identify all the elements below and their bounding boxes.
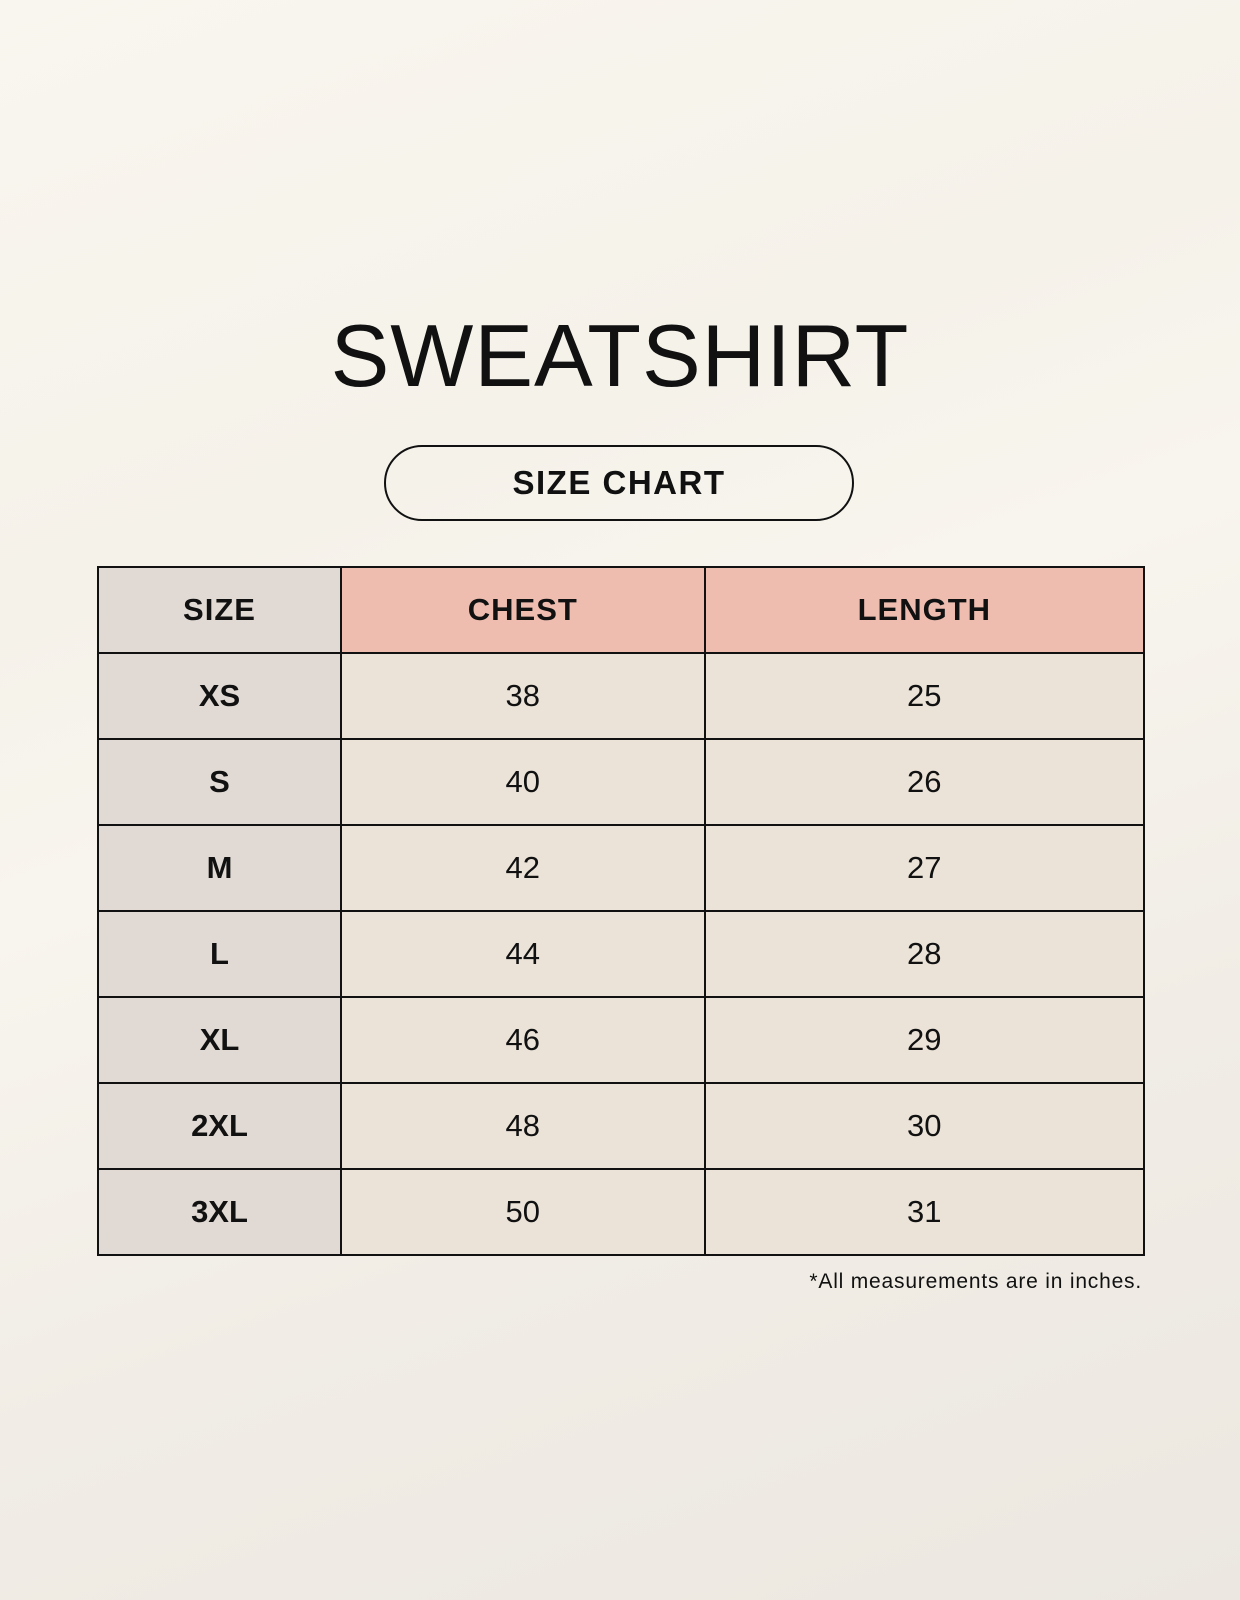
size-cell: 2XL xyxy=(97,1082,342,1170)
length-cell: 25 xyxy=(703,652,1146,740)
table-row: XS 38 25 xyxy=(97,652,1146,740)
size-cell: M xyxy=(97,824,342,912)
footnote: *All measurements are in inches. xyxy=(809,1270,1142,1293)
table-row: L 44 28 xyxy=(97,910,1146,998)
table-header-row: SIZE CHEST LENGTH xyxy=(97,566,1146,654)
column-header-chest: CHEST xyxy=(340,566,706,654)
table-row: 2XL 48 30 xyxy=(97,1082,1146,1170)
length-cell: 31 xyxy=(703,1168,1146,1256)
size-cell: 3XL xyxy=(97,1168,342,1256)
table-row: S 40 26 xyxy=(97,738,1146,826)
size-cell: XS xyxy=(97,652,342,740)
chest-cell: 50 xyxy=(340,1168,706,1256)
size-table: SIZE CHEST LENGTH XS 38 25 S 40 26 M 42 27 L 44 28 XL 4… xyxy=(97,566,1146,1256)
size-cell: S xyxy=(97,738,342,826)
chest-cell: 38 xyxy=(340,652,706,740)
chest-cell: 40 xyxy=(340,738,706,826)
column-header-size: SIZE xyxy=(97,566,342,654)
length-cell: 30 xyxy=(703,1082,1146,1170)
size-chart-badge: SIZE CHART xyxy=(384,445,854,521)
length-cell: 26 xyxy=(703,738,1146,826)
chest-cell: 46 xyxy=(340,996,706,1084)
chest-cell: 48 xyxy=(340,1082,706,1170)
length-cell: 28 xyxy=(703,910,1146,998)
table-row: 3XL 50 31 xyxy=(97,1168,1146,1256)
page-title: SWEATSHIRT xyxy=(330,306,910,405)
size-cell: XL xyxy=(97,996,342,1084)
chest-cell: 44 xyxy=(340,910,706,998)
length-cell: 29 xyxy=(703,996,1146,1084)
length-cell: 27 xyxy=(703,824,1146,912)
chest-cell: 42 xyxy=(340,824,706,912)
table-row: M 42 27 xyxy=(97,824,1146,912)
table-row: XL 46 29 xyxy=(97,996,1146,1084)
column-header-length: LENGTH xyxy=(703,566,1146,654)
size-cell: L xyxy=(97,910,342,998)
